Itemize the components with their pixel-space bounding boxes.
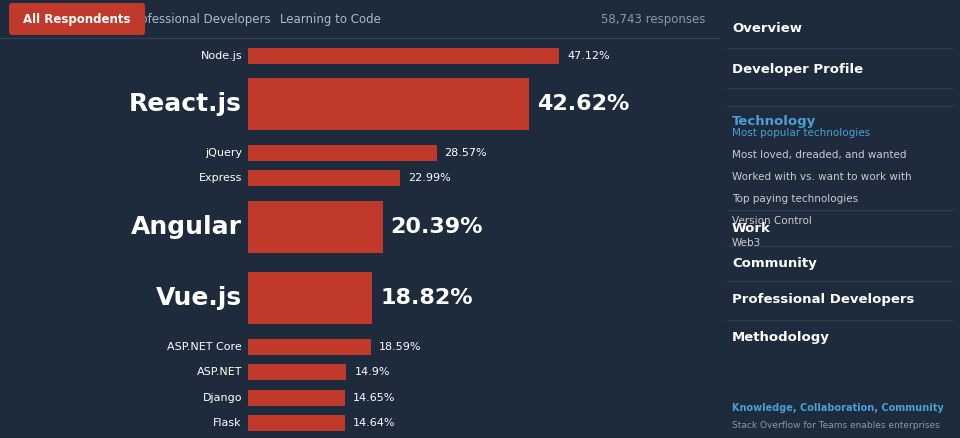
Text: React.js: React.js [130, 92, 242, 116]
Text: Django: Django [203, 393, 242, 403]
Text: Professional Developers: Professional Developers [732, 293, 914, 307]
FancyBboxPatch shape [248, 201, 383, 253]
Text: Developer Profile: Developer Profile [732, 64, 863, 77]
FancyBboxPatch shape [248, 145, 437, 161]
Text: ASP.NET: ASP.NET [197, 367, 242, 377]
Text: Most loved, dreaded, and wanted: Most loved, dreaded, and wanted [732, 150, 906, 160]
FancyBboxPatch shape [248, 339, 371, 355]
Text: Web3: Web3 [732, 238, 761, 248]
Text: Express: Express [199, 173, 242, 183]
Text: Technology: Technology [732, 116, 816, 128]
Text: 14.9%: 14.9% [354, 367, 390, 377]
Text: 42.62%: 42.62% [538, 94, 630, 114]
Text: Version Control: Version Control [732, 216, 812, 226]
FancyBboxPatch shape [9, 3, 145, 35]
Text: Professional Developers: Professional Developers [130, 13, 271, 25]
Text: 18.82%: 18.82% [380, 288, 473, 308]
Text: 20.39%: 20.39% [391, 217, 483, 237]
FancyBboxPatch shape [248, 415, 345, 431]
Text: Vue.js: Vue.js [156, 286, 242, 310]
Text: 28.57%: 28.57% [444, 148, 487, 158]
Text: 14.65%: 14.65% [352, 393, 396, 403]
FancyBboxPatch shape [248, 364, 347, 380]
Text: Learning to Code: Learning to Code [279, 13, 380, 25]
Text: 47.12%: 47.12% [567, 51, 610, 61]
Text: 22.99%: 22.99% [408, 173, 450, 183]
Text: All Respondents: All Respondents [23, 13, 131, 25]
Text: Methodology: Methodology [732, 332, 829, 345]
Text: ASP.NET Core: ASP.NET Core [167, 342, 242, 352]
Text: Node.js: Node.js [201, 51, 242, 61]
Text: Angular: Angular [131, 215, 242, 239]
Text: jQuery: jQuery [204, 148, 242, 158]
Text: Work: Work [732, 222, 771, 234]
Text: Knowledge, Collaboration, Community: Knowledge, Collaboration, Community [732, 403, 944, 413]
FancyBboxPatch shape [248, 272, 372, 324]
FancyBboxPatch shape [248, 170, 399, 186]
Text: Top paying technologies: Top paying technologies [732, 194, 858, 204]
FancyBboxPatch shape [248, 390, 345, 406]
Text: Most popular technologies: Most popular technologies [732, 128, 870, 138]
Text: 58,743 responses: 58,743 responses [601, 13, 705, 25]
Text: 18.59%: 18.59% [378, 342, 421, 352]
Text: Stack Overflow for Teams enables enterprises: Stack Overflow for Teams enables enterpr… [732, 421, 940, 431]
FancyBboxPatch shape [248, 78, 529, 130]
Text: Worked with vs. want to work with: Worked with vs. want to work with [732, 172, 912, 182]
Text: 14.64%: 14.64% [352, 418, 396, 428]
Text: Flask: Flask [213, 418, 242, 428]
FancyBboxPatch shape [248, 48, 559, 64]
Text: Community: Community [732, 257, 817, 269]
Text: Overview: Overview [732, 21, 802, 35]
